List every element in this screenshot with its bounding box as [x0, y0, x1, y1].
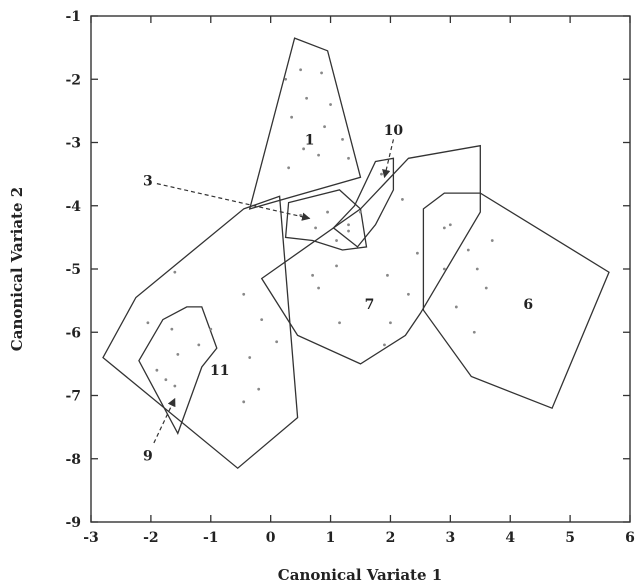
data-point-11-1 [260, 318, 264, 321]
x-tick-label: 2 [386, 530, 396, 546]
x-tick-label: 0 [266, 530, 276, 546]
data-point-6-6 [442, 267, 446, 271]
hull-label-6: 6 [523, 297, 533, 313]
data-point-11-5 [164, 378, 168, 382]
data-point-6-5 [472, 330, 476, 334]
y-tick-label: -6 [65, 325, 81, 341]
x-tick-label: 1 [326, 530, 336, 546]
hull-label-9: 9 [143, 449, 153, 465]
data-point-6-2 [475, 267, 479, 271]
data-point-11-2 [248, 356, 252, 359]
data-point-7-4 [415, 251, 419, 255]
hull-polygon-10 [332, 157, 395, 248]
x-tick-label: -1 [203, 530, 219, 546]
data-point-6-1 [466, 248, 470, 252]
hull-polygon-6 [422, 192, 610, 410]
hull-polygon-7 [260, 144, 481, 365]
y-tick-label: -4 [65, 199, 81, 215]
hull-polygon-9 [138, 306, 218, 435]
data-point-3-4 [335, 239, 338, 242]
hull-polygon-11 [102, 195, 299, 470]
data-point-1-5 [290, 115, 294, 119]
data-point-1-3 [305, 96, 308, 100]
data-point-10-2 [347, 229, 350, 233]
data-point-7-7 [389, 321, 392, 325]
data-point-7-6 [401, 198, 404, 201]
data-point-11-3 [275, 340, 279, 344]
data-point-7-3 [386, 273, 389, 277]
data-point-10-1 [359, 210, 362, 214]
y-tick-label: -1 [65, 9, 81, 25]
data-point-11-0 [242, 292, 246, 296]
y-tick-label: -8 [65, 452, 81, 468]
x-tick-label: -2 [143, 530, 159, 546]
y-tick-label: -9 [65, 515, 81, 531]
data-point-7-8 [383, 343, 386, 347]
data-point-1-9 [317, 153, 320, 157]
x-tick-label: -3 [83, 530, 99, 546]
data-point-7-2 [335, 264, 338, 268]
data-point-1-0 [284, 77, 288, 81]
data-point-6-7 [490, 239, 494, 242]
axis-ticks: -3 -2 -1 0 1 2 3 4 5 6 -1 -2 -3 -4 -5 -6 -7 -8 -9 [65, 9, 634, 546]
data-point-9-2 [155, 368, 159, 372]
data-point-3-3 [314, 226, 317, 230]
data-point-7-9 [338, 321, 341, 325]
data-point-3-1 [326, 210, 329, 214]
hull-polygon-3 [284, 189, 368, 251]
data-point-11-7 [257, 387, 261, 391]
x-axis-title: Canonical Variate 1 [278, 566, 442, 584]
x-tick-label: 6 [625, 530, 635, 546]
data-point-7-5 [442, 226, 446, 230]
data-point-1-7 [341, 137, 344, 141]
x-tick-label: 4 [505, 530, 515, 546]
data-point-11-9 [173, 270, 177, 274]
data-point-9-4 [197, 343, 201, 347]
data-point-11-4 [176, 352, 180, 356]
hull-polygon-1 [248, 37, 362, 210]
data-point-1-4 [329, 103, 332, 106]
data-point-3-2 [347, 223, 350, 227]
arrow-3 [156, 183, 311, 221]
data-point-9-0 [146, 321, 150, 325]
y-tick-label: -5 [65, 262, 81, 278]
y-tick-label: -7 [65, 389, 81, 405]
y-tick-label: -2 [65, 72, 81, 88]
data-point-1-11 [287, 166, 291, 170]
data-point-7-0 [311, 273, 314, 277]
data-point-6-0 [448, 223, 452, 227]
hull-label-1: 1 [305, 132, 315, 148]
data-point-7-10 [407, 292, 410, 296]
arrow-9 [153, 397, 176, 444]
data-point-1-10 [347, 156, 350, 160]
data-point-10-0 [380, 172, 383, 176]
plot-frame [90, 15, 631, 523]
data-point-6-4 [454, 305, 458, 309]
data-point-11-8 [209, 327, 213, 331]
data-point-1-2 [320, 71, 323, 75]
data-point-11-6 [242, 400, 246, 404]
y-axis-title: Canonical Variate 2 [8, 187, 26, 351]
data-point-9-3 [173, 384, 177, 388]
label-arrows [153, 139, 395, 444]
data-point-7-1 [317, 286, 320, 290]
x-tick-label: 3 [445, 530, 455, 546]
hull-label-3: 3 [143, 173, 153, 189]
data-point-9-1 [170, 327, 174, 331]
data-point-1-1 [299, 68, 303, 72]
hull-polygons [102, 37, 610, 470]
data-point-1-6 [323, 125, 326, 129]
y-tick-label: -3 [65, 136, 81, 152]
data-point-1-8 [302, 147, 306, 151]
data-point-6-3 [484, 286, 488, 290]
hull-label-10: 10 [384, 123, 404, 139]
data-points [146, 68, 494, 404]
x-tick-label: 5 [565, 530, 575, 546]
hull-label-7: 7 [365, 297, 375, 313]
hull-label-11: 11 [210, 363, 229, 379]
